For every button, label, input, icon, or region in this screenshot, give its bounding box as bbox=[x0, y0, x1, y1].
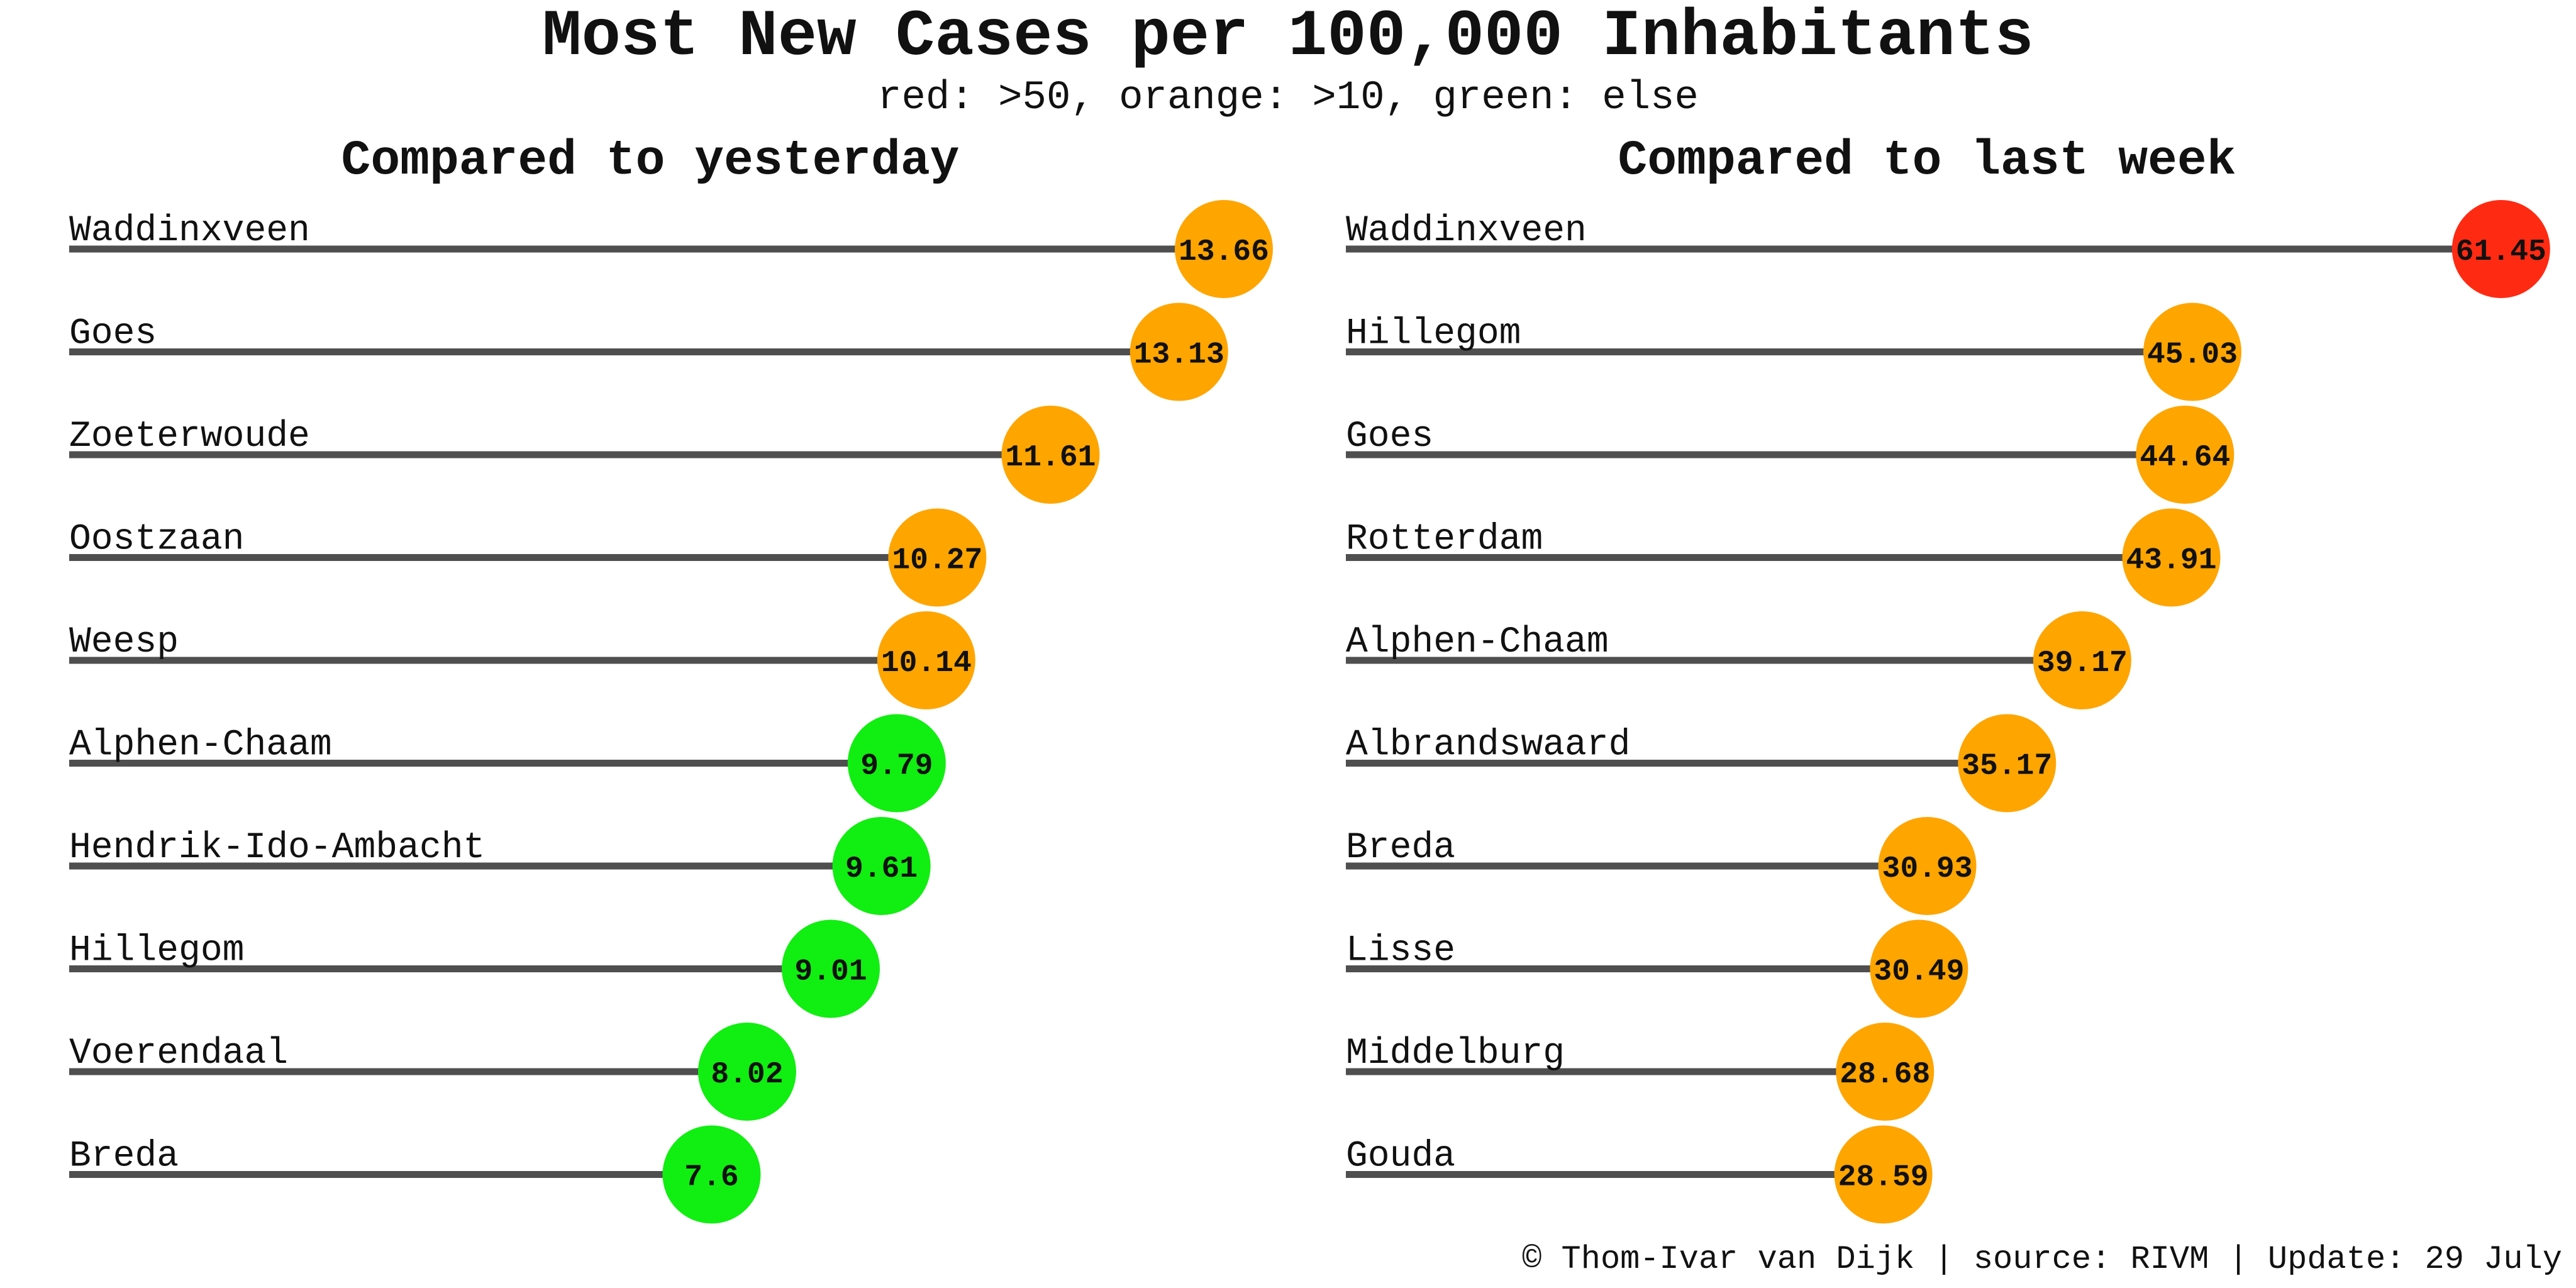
lollipop-row: Breda 7.6 bbox=[69, 1125, 761, 1224]
lollipop-row: Albrandswaard 35.17 bbox=[1346, 714, 2057, 813]
category-label: Hillegom bbox=[1346, 314, 1521, 355]
value-label: 11.61 bbox=[1005, 441, 1096, 475]
lollipop-dot bbox=[2143, 303, 2241, 401]
lollipop-dot bbox=[1958, 714, 2057, 813]
lollipop-row: Hillegom 9.01 bbox=[69, 919, 880, 1018]
lollipop-dot bbox=[832, 817, 931, 915]
lollipop-dot bbox=[2451, 200, 2550, 298]
lollipop-dot bbox=[1878, 817, 1977, 915]
lollipop-dot bbox=[1834, 1125, 1933, 1224]
lollipop-row: Voerendaal 8.02 bbox=[69, 1023, 796, 1121]
lollipop-row: Hendrik-Ido-Ambacht 9.61 bbox=[69, 817, 931, 915]
lollipop-dot bbox=[1174, 200, 1273, 298]
lollipop-row: Alphen-Chaam 39.17 bbox=[1346, 611, 2131, 709]
lollipop-dot bbox=[1836, 1023, 1935, 1121]
value-label: 35.17 bbox=[1962, 750, 2052, 784]
category-label: Alphen-Chaam bbox=[69, 725, 332, 766]
lollipop-row: Gouda 28.59 bbox=[1346, 1125, 1933, 1224]
category-label: Goes bbox=[69, 314, 157, 355]
chart-subtitle: red: >50, orange: >10, green: else bbox=[877, 75, 1699, 121]
value-label: 13.13 bbox=[1134, 338, 1224, 372]
category-label: Rotterdam bbox=[1346, 519, 1543, 560]
lollipop-dot bbox=[877, 611, 975, 709]
category-label: Albrandswaard bbox=[1346, 725, 1630, 766]
value-label: 28.59 bbox=[1838, 1161, 1929, 1195]
category-label: Zoeterwoude bbox=[69, 416, 310, 457]
lollipop-dot bbox=[2122, 508, 2221, 607]
value-label: 30.49 bbox=[1874, 955, 1964, 989]
lollipop-row: Middelburg 28.68 bbox=[1346, 1023, 1935, 1121]
lollipop-dot bbox=[697, 1023, 796, 1121]
category-label: Waddinxveen bbox=[1346, 211, 1587, 252]
lollipop-row: Alphen-Chaam 9.79 bbox=[69, 714, 946, 813]
lollipop-row: Zoeterwoude 11.61 bbox=[69, 406, 1100, 504]
lollipop-dot bbox=[2136, 406, 2235, 504]
panel-yesterday: Compared to yesterday Waddinxveen 13.66 Go… bbox=[69, 133, 1273, 1224]
lollipop-dot bbox=[662, 1125, 761, 1224]
lollipop-row: Hillegom 45.03 bbox=[1346, 303, 2241, 401]
category-label: Middelburg bbox=[1346, 1033, 1565, 1074]
lollipop-row: Waddinxveen 61.45 bbox=[1346, 200, 2550, 298]
value-label: 9.01 bbox=[794, 955, 867, 989]
category-label: Oostzaan bbox=[69, 519, 244, 560]
chart-title: Most New Cases per 100,000 Inhabitants bbox=[542, 0, 2034, 74]
panel-title-last-week: Compared to last week bbox=[1618, 133, 2236, 189]
panel-title-yesterday: Compared to yesterday bbox=[341, 133, 960, 189]
lollipop-row: Oostzaan 10.27 bbox=[69, 508, 987, 607]
value-label: 30.93 bbox=[1882, 852, 1973, 886]
value-label: 44.64 bbox=[2140, 441, 2230, 475]
footer-credit: © Thom-Ivar van Dijk | source: RIVM | Up… bbox=[1522, 1241, 2562, 1278]
category-label: Voerendaal bbox=[69, 1033, 288, 1074]
value-label: 39.17 bbox=[2037, 647, 2128, 680]
category-label: Goes bbox=[1346, 416, 1433, 457]
category-label: Weesp bbox=[69, 622, 179, 663]
lollipop-dot bbox=[1870, 919, 1968, 1018]
category-label: Lisse bbox=[1346, 931, 1455, 972]
lollipop-dot bbox=[1001, 406, 1100, 504]
lollipop-dot bbox=[781, 919, 880, 1018]
value-label: 10.14 bbox=[881, 647, 972, 680]
lollipop-dot bbox=[847, 714, 946, 813]
lollipop-row: Rotterdam 43.91 bbox=[1346, 508, 2221, 607]
lollipop-row: Goes 13.13 bbox=[69, 303, 1228, 401]
value-label: 10.27 bbox=[892, 544, 982, 578]
lollipop-dot bbox=[888, 508, 987, 607]
panel-last-week: Compared to last week Waddinxveen 61.45 Hi… bbox=[1346, 133, 2550, 1224]
value-label: 28.68 bbox=[1840, 1058, 1930, 1092]
lollipop-row: Goes 44.64 bbox=[1346, 406, 2235, 504]
lollipop-row: Waddinxveen 13.66 bbox=[69, 200, 1273, 298]
value-label: 9.79 bbox=[860, 750, 933, 784]
category-label: Alphen-Chaam bbox=[1346, 622, 1609, 663]
category-label: Hillegom bbox=[69, 931, 244, 972]
value-label: 61.45 bbox=[2456, 235, 2546, 269]
category-label: Waddinxveen bbox=[69, 211, 310, 252]
category-label: Hendrik-Ido-Ambacht bbox=[69, 828, 485, 869]
lollipop-row: Lisse 30.49 bbox=[1346, 919, 1968, 1018]
value-label: 45.03 bbox=[2147, 338, 2238, 372]
value-label: 8.02 bbox=[711, 1058, 783, 1092]
lollipop-dot bbox=[2033, 611, 2131, 709]
value-label: 43.91 bbox=[2126, 544, 2217, 578]
category-label: Breda bbox=[69, 1136, 179, 1177]
value-label: 13.66 bbox=[1179, 235, 1269, 269]
value-label: 7.6 bbox=[684, 1161, 738, 1195]
lollipop-row: Weesp 10.14 bbox=[69, 611, 975, 709]
lollipop-dot bbox=[1130, 303, 1228, 401]
lollipop-row: Breda 30.93 bbox=[1346, 817, 1977, 915]
category-label: Breda bbox=[1346, 828, 1455, 869]
category-label: Gouda bbox=[1346, 1136, 1455, 1177]
value-label: 9.61 bbox=[845, 852, 918, 886]
